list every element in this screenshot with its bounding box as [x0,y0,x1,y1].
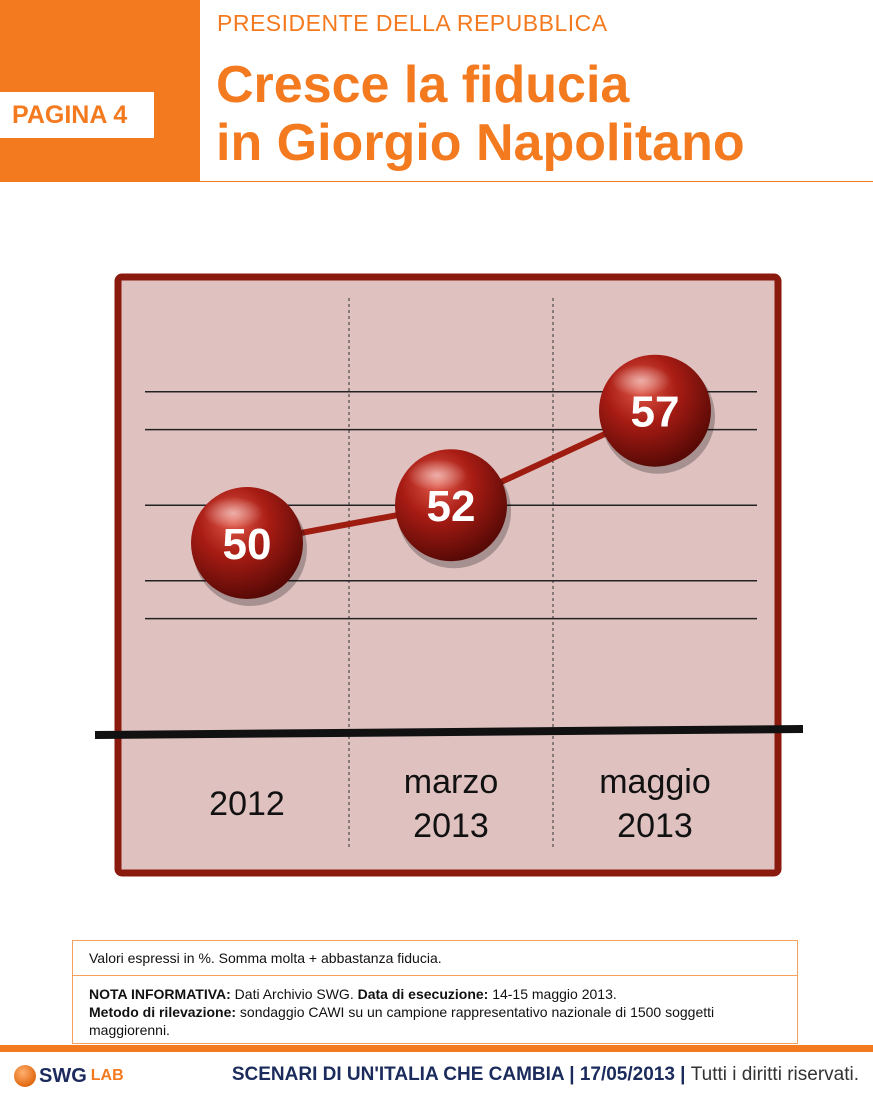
data-label: 52 [427,482,476,531]
title-line-2: in Giorgio Napolitano [216,114,745,172]
header-divider [200,181,873,182]
x-tick-label: maggio 2013 [599,763,711,845]
footer-rights: Tutti i diritti riservati. [690,1064,859,1085]
nota-label: NOTA INFORMATIVA: [89,986,231,1002]
data-point: 57 [599,354,715,474]
logo-main: SWG [39,1064,87,1087]
x-tick-labels: 2012 marzo 2013 maggio 2013 [209,763,711,845]
title-line-1: Cresce la fiducia [216,56,630,114]
footer-caption: SCENARI DI UN'ITALIA CHE CAMBIA | 17/05/… [232,1064,859,1086]
page-title: Cresce la fiducia in Giorgio Napolitano [216,56,745,172]
data-label: 57 [631,388,680,437]
globe-icon [14,1065,36,1087]
note-summary: Valori espressi in %. Somma molta + abba… [73,941,797,976]
footer-title: SCENARI DI UN'ITALIA CHE CAMBIA [231,1064,564,1085]
x-tick-label: 2012 [209,785,285,823]
metodo-label: Metodo di rilevazione: [89,1004,237,1020]
swg-lab-logo: SWG LAB [14,1063,124,1089]
note-box: Valori espressi in %. Somma molta + abba… [72,940,798,1044]
data-label: Data di esecuzione: [357,986,489,1002]
metodo-value: sondaggio CAWI su un campione rappresent… [89,1004,715,1038]
footer-date: 17/05/2013 [579,1064,675,1085]
data-point: 50 [191,487,307,606]
data-markers: 50 52 57 [191,354,715,606]
footer-sep-2: | [674,1064,691,1085]
data-label: 50 [223,520,272,569]
header-accent-block [0,0,200,182]
trust-line-chart: 2012 marzo 2013 maggio 2013 50 52 57 [95,273,804,877]
footer-divider [0,1045,873,1052]
data-value: 14-15 maggio 2013. [488,986,617,1002]
logo-sub: LAB [90,1067,124,1084]
page-tag: PAGINA 4 [0,92,154,138]
x-axis-baseline [95,725,804,739]
note-details: NOTA INFORMATIVA: Dati Archivio SWG. Dat… [73,976,797,1039]
section-title: PRESIDENTE DELLA REPUBBLICA [217,10,608,36]
x-tick-label: marzo 2013 [404,763,498,845]
footer-sep-1: | [563,1064,580,1085]
nota-value: Dati Archivio SWG. [230,986,358,1002]
data-point: 52 [395,449,511,569]
